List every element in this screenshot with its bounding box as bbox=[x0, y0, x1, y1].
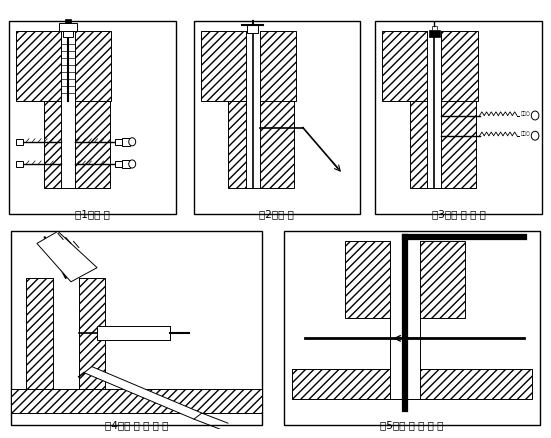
Bar bbox=[53, 278, 79, 389]
Bar bbox=[246, 32, 260, 102]
Circle shape bbox=[531, 112, 539, 121]
Text: （5）插 入 连 接 件: （5）插 入 连 接 件 bbox=[380, 419, 444, 429]
Bar bbox=[345, 242, 465, 318]
Bar bbox=[122, 138, 131, 146]
Text: （4）注 入 胶 粘 剂: （4）注 入 胶 粘 剂 bbox=[105, 419, 168, 429]
Bar bbox=[11, 389, 262, 413]
Bar bbox=[63, 32, 73, 38]
Polygon shape bbox=[37, 232, 97, 282]
Bar bbox=[16, 162, 23, 168]
Bar bbox=[61, 32, 75, 102]
Bar bbox=[291, 369, 532, 399]
Polygon shape bbox=[84, 367, 202, 419]
Bar bbox=[61, 102, 75, 189]
Bar bbox=[64, 20, 72, 24]
Bar bbox=[432, 27, 437, 31]
Circle shape bbox=[129, 161, 136, 169]
Bar bbox=[115, 162, 122, 168]
Text: 三乙○: 三乙○ bbox=[521, 111, 531, 116]
Bar bbox=[428, 32, 441, 102]
Text: （2）清 孔: （2）清 孔 bbox=[260, 209, 294, 219]
Bar bbox=[16, 32, 111, 102]
Bar bbox=[391, 318, 420, 399]
Bar bbox=[26, 278, 105, 389]
Circle shape bbox=[129, 138, 136, 146]
Bar bbox=[410, 102, 476, 189]
Bar bbox=[44, 102, 110, 189]
Bar bbox=[60, 24, 77, 32]
Text: （3）丙 酮 清 洗: （3）丙 酮 清 洗 bbox=[432, 209, 485, 219]
Bar bbox=[429, 31, 440, 38]
Bar bbox=[115, 139, 122, 145]
Bar bbox=[246, 102, 260, 189]
Bar bbox=[391, 242, 420, 318]
Bar bbox=[97, 326, 170, 341]
Bar bbox=[247, 25, 258, 34]
Bar bbox=[201, 32, 296, 102]
Circle shape bbox=[531, 132, 539, 141]
Bar bbox=[16, 139, 23, 145]
Bar bbox=[382, 32, 478, 102]
Text: 三乙○: 三乙○ bbox=[521, 131, 531, 136]
Bar bbox=[228, 102, 294, 189]
Bar bbox=[428, 102, 441, 189]
Text: （1）成 孔: （1）成 孔 bbox=[75, 209, 110, 219]
Bar bbox=[122, 161, 131, 169]
